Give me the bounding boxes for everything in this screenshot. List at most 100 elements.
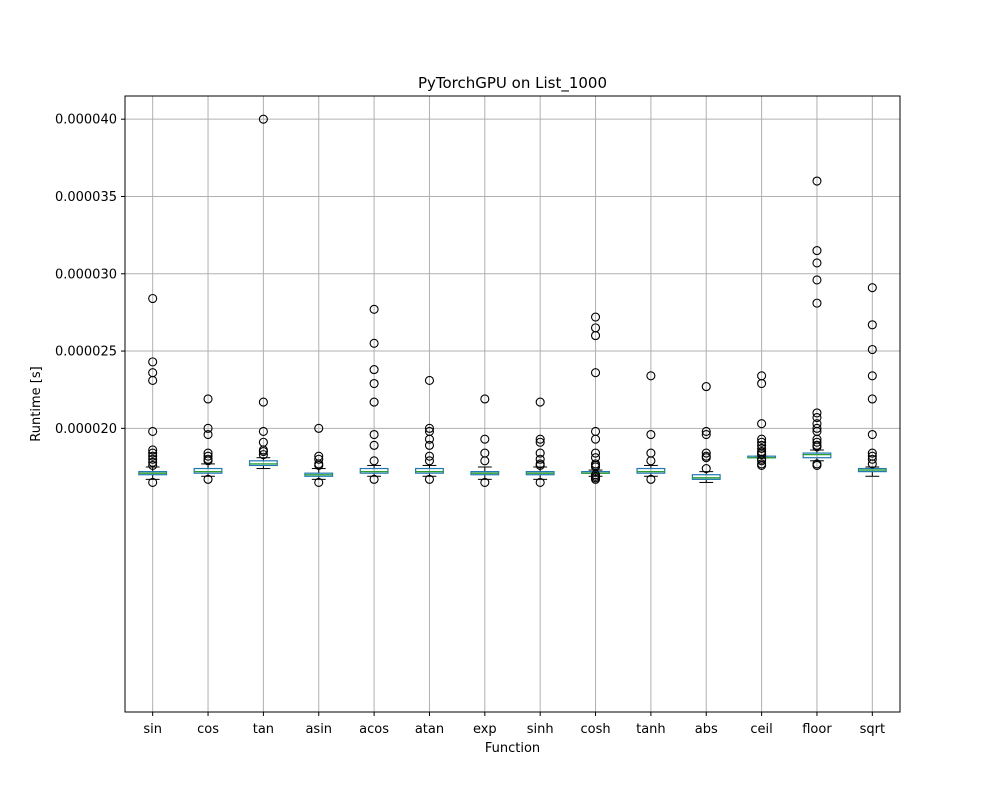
outlier-point bbox=[148, 448, 158, 458]
outlier-point bbox=[314, 477, 324, 487]
outlier-point bbox=[812, 258, 822, 268]
outlier-point bbox=[369, 440, 379, 450]
outlier-point bbox=[867, 320, 877, 330]
outlier-point bbox=[369, 456, 379, 466]
outlier-point bbox=[535, 434, 545, 444]
outlier-point bbox=[258, 397, 268, 407]
y-tick-label: 0.000030 bbox=[55, 267, 117, 282]
outlier-point bbox=[812, 408, 822, 418]
outlier-point bbox=[757, 371, 767, 381]
outlier-point bbox=[424, 440, 435, 450]
outlier-point bbox=[369, 378, 379, 389]
outlier-point bbox=[757, 446, 767, 457]
outlier-point bbox=[701, 429, 711, 440]
outlier-point bbox=[148, 457, 158, 467]
x-tick-label-abs: abs bbox=[695, 722, 718, 737]
x-tick-label-floor: floor bbox=[802, 722, 832, 737]
outlier-point bbox=[701, 426, 711, 436]
box-group-asin bbox=[304, 423, 334, 487]
outlier-point bbox=[424, 426, 435, 436]
outlier-point bbox=[369, 304, 379, 314]
outlier-point bbox=[148, 451, 158, 461]
grid-layer bbox=[125, 96, 900, 712]
box-iqr bbox=[415, 467, 444, 474]
outlier-point bbox=[812, 437, 822, 447]
outlier-point bbox=[757, 419, 767, 429]
outlier-point bbox=[203, 451, 213, 461]
outlier-point bbox=[590, 323, 601, 333]
outlier-point bbox=[369, 397, 379, 407]
outlier-point bbox=[369, 365, 379, 375]
outlier-point bbox=[148, 445, 158, 455]
outlier-point bbox=[314, 423, 324, 433]
outlier-point bbox=[812, 440, 822, 450]
box-group-cos bbox=[193, 394, 223, 484]
outlier-point bbox=[424, 451, 435, 461]
outlier-point bbox=[203, 474, 213, 484]
outlier-point bbox=[812, 412, 822, 423]
outlier-point bbox=[812, 419, 822, 429]
outlier-point bbox=[646, 429, 656, 440]
outlier-point bbox=[258, 450, 268, 460]
box-group-cosh bbox=[581, 312, 610, 484]
outlier-point bbox=[369, 429, 379, 440]
outlier-point bbox=[424, 423, 435, 433]
box-group-tan bbox=[248, 114, 278, 470]
outlier-point bbox=[535, 477, 545, 487]
outlier-point bbox=[646, 371, 656, 381]
outlier-point bbox=[203, 448, 213, 458]
outlier-point bbox=[203, 429, 213, 440]
outlier-point bbox=[812, 275, 822, 285]
outlier-point bbox=[480, 477, 490, 487]
y-tick-label: 0.000020 bbox=[55, 422, 117, 437]
outlier-point bbox=[701, 448, 711, 458]
x-tick-label-cosh: cosh bbox=[580, 722, 610, 737]
outlier-point bbox=[812, 298, 822, 308]
ticks-layer: 0.000020 0.000025 0.000030 0.000035 0.000040… bbox=[55, 113, 885, 737]
outlier-point bbox=[535, 459, 545, 469]
outlier-point bbox=[148, 477, 158, 487]
x-tick-label-sin: sin bbox=[143, 722, 162, 737]
box-group-sqrt bbox=[857, 283, 887, 477]
outlier-point bbox=[148, 454, 158, 464]
box-group-exp bbox=[470, 394, 500, 487]
outlier-point bbox=[148, 460, 158, 470]
outlier-point bbox=[314, 454, 324, 464]
outlier-point bbox=[812, 459, 822, 469]
outlier-point bbox=[480, 434, 490, 444]
outlier-point bbox=[701, 451, 711, 461]
outlier-point bbox=[258, 437, 268, 447]
box-iqr bbox=[359, 467, 389, 474]
outlier-point bbox=[590, 368, 601, 378]
outlier-point bbox=[148, 426, 158, 436]
outlier-point bbox=[535, 437, 545, 447]
outlier-point bbox=[646, 448, 656, 458]
outlier-point bbox=[590, 459, 601, 469]
x-tick-label-acos: acos bbox=[359, 722, 389, 737]
outlier-point bbox=[148, 293, 158, 304]
outlier-point bbox=[369, 474, 379, 484]
x-tick-label-tanh: tanh bbox=[636, 722, 666, 737]
outlier-point bbox=[757, 459, 767, 469]
x-tick-label-exp: exp bbox=[473, 722, 497, 737]
outlier-point bbox=[812, 423, 822, 433]
outlier-point bbox=[867, 429, 877, 440]
outlier-point bbox=[535, 448, 545, 458]
outlier-point bbox=[258, 114, 268, 124]
x-tick-label-sqrt: sqrt bbox=[860, 722, 885, 737]
outlier-point bbox=[701, 463, 711, 474]
outlier-point bbox=[424, 456, 435, 466]
x-axis-label: Function bbox=[485, 741, 540, 756]
box-group-floor bbox=[802, 176, 832, 470]
box-iqr bbox=[636, 467, 666, 474]
outlier-point bbox=[701, 382, 711, 392]
outlier-point bbox=[369, 338, 379, 348]
outlier-point bbox=[203, 423, 213, 433]
outlier-point bbox=[148, 357, 158, 367]
outlier-point bbox=[867, 283, 877, 293]
y-tick-label: 0.000035 bbox=[55, 190, 117, 205]
outlier-point bbox=[867, 344, 877, 355]
outlier-point bbox=[424, 375, 435, 385]
